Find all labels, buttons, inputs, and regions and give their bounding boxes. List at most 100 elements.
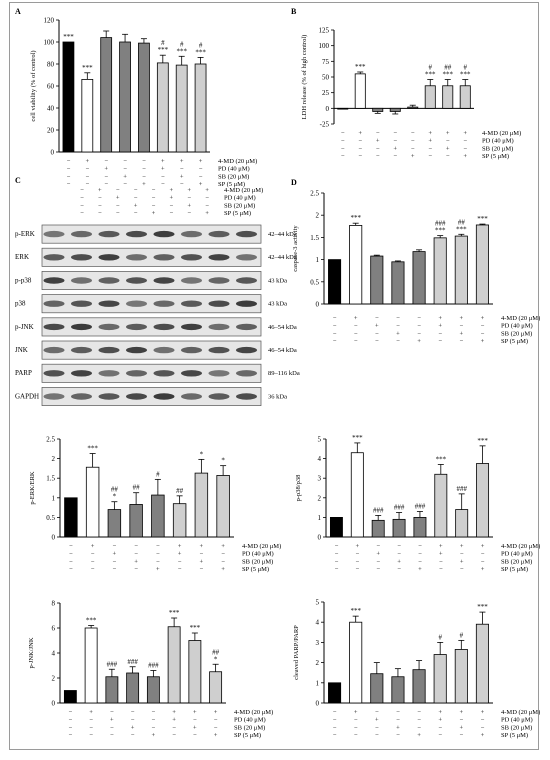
blot-band xyxy=(43,370,65,377)
condition-sign: − xyxy=(200,551,204,558)
y-axis-label: cell viability (% of control) xyxy=(30,50,37,121)
condition-sign: + xyxy=(172,709,176,716)
condition-sign: + xyxy=(446,130,450,137)
condition-sign: − xyxy=(89,724,93,731)
condition-sign: − xyxy=(393,138,397,145)
blot-size-label: 36 kDa xyxy=(268,393,287,400)
condition-sign: + xyxy=(439,543,443,550)
condition-label: SP (5 μM) xyxy=(234,732,261,739)
panel-label: B xyxy=(291,7,297,16)
blot-band xyxy=(153,300,175,307)
significance-mark: # xyxy=(460,631,464,639)
condition-sign: − xyxy=(428,153,432,160)
condition-sign: − xyxy=(110,724,114,731)
significance-mark: *** xyxy=(477,215,488,223)
blot-band xyxy=(153,370,175,377)
condition-sign: − xyxy=(411,138,415,145)
condition-sign: − xyxy=(481,558,485,565)
significance-mark: *** xyxy=(87,445,98,453)
condition-sign: − xyxy=(354,323,358,330)
condition-sign: − xyxy=(418,551,422,558)
blot-row-label: PARP xyxy=(15,369,32,377)
condition-sign: + xyxy=(438,315,442,322)
condition-sign: − xyxy=(85,181,89,188)
condition-label: SB (20 μM) xyxy=(501,724,532,731)
condition-sign: − xyxy=(131,717,135,724)
condition-sign: − xyxy=(172,724,176,731)
condition-sign: − xyxy=(193,717,197,724)
blot-strip xyxy=(41,271,262,290)
condition-sign: − xyxy=(98,202,102,209)
condition-sign: + xyxy=(199,181,203,188)
condition-sign: − xyxy=(418,558,422,565)
condition-sign: − xyxy=(341,130,345,137)
blot-band xyxy=(71,370,92,377)
y-tick-label: 0 xyxy=(52,534,56,542)
condition-sign: − xyxy=(104,173,108,180)
condition-sign: − xyxy=(156,543,160,550)
blot-band xyxy=(71,346,92,354)
blot-band xyxy=(236,323,257,331)
y-tick-label: 0 xyxy=(318,534,322,542)
blot-band xyxy=(126,254,147,261)
blot-band xyxy=(208,346,230,354)
condition-sign: − xyxy=(411,130,415,137)
blot-band xyxy=(43,254,65,261)
condition-sign: − xyxy=(417,709,421,716)
condition-sign: − xyxy=(193,732,197,739)
condition-sign: + xyxy=(428,138,432,145)
significance-mark: *** xyxy=(456,225,467,233)
condition-sign: − xyxy=(438,338,442,345)
y-tick-label: 4 xyxy=(52,650,56,658)
condition-sign: + xyxy=(180,158,184,165)
condition-label: SB (20 μM) xyxy=(218,173,249,180)
condition-sign: − xyxy=(355,558,359,565)
condition-sign: + xyxy=(161,158,165,165)
condition-sign: − xyxy=(152,709,156,716)
y-tick-label: 1 xyxy=(52,494,56,502)
condition-sign: − xyxy=(375,709,379,716)
condition-sign: + xyxy=(178,551,182,558)
panel-label: A xyxy=(15,7,21,16)
blot-band xyxy=(71,323,92,331)
condition-sign: + xyxy=(446,145,450,152)
y-tick-label: 120 xyxy=(44,17,55,25)
condition-sign: − xyxy=(116,202,120,209)
blot-row-label: GAPDH xyxy=(15,392,39,400)
y-tick-label: 100 xyxy=(319,42,330,50)
condition-sign: − xyxy=(438,732,442,739)
blot-band xyxy=(181,230,202,238)
condition-label: 4-MD (20 μM) xyxy=(218,158,257,165)
condition-sign: − xyxy=(205,195,209,202)
condition-sign: + xyxy=(376,551,380,558)
condition-sign: + xyxy=(463,153,467,160)
blot-band xyxy=(153,277,175,284)
blot-strip xyxy=(41,247,262,267)
condition-sign: − xyxy=(354,717,358,724)
condition-sign: + xyxy=(411,153,415,160)
condition-sign: − xyxy=(113,566,117,573)
blot-band xyxy=(236,230,257,238)
condition-sign: + xyxy=(85,158,89,165)
condition-sign: − xyxy=(459,338,463,345)
y-tick-label: 3 xyxy=(318,475,322,483)
condition-sign: − xyxy=(205,202,209,209)
blot-band xyxy=(126,277,147,284)
significance-mark: # xyxy=(429,64,433,72)
condition-sign: − xyxy=(131,732,135,739)
y-tick-label: 100 xyxy=(44,39,55,47)
condition-label: SB (20 μM) xyxy=(501,330,532,337)
condition-sign: + xyxy=(396,724,400,731)
condition-sign: − xyxy=(438,724,442,731)
condition-sign: − xyxy=(98,195,102,202)
y-tick-label: 0 xyxy=(52,700,56,708)
condition-sign: + xyxy=(221,566,225,573)
condition-sign: − xyxy=(333,330,337,337)
significance-mark: ### xyxy=(148,662,159,670)
y-axis-label: p-p38/p38 xyxy=(295,475,302,502)
condition-label: SP (5 μM) xyxy=(501,732,528,739)
condition-sign: − xyxy=(481,323,485,330)
condition-sign: − xyxy=(335,543,339,550)
blot-band xyxy=(181,346,202,354)
